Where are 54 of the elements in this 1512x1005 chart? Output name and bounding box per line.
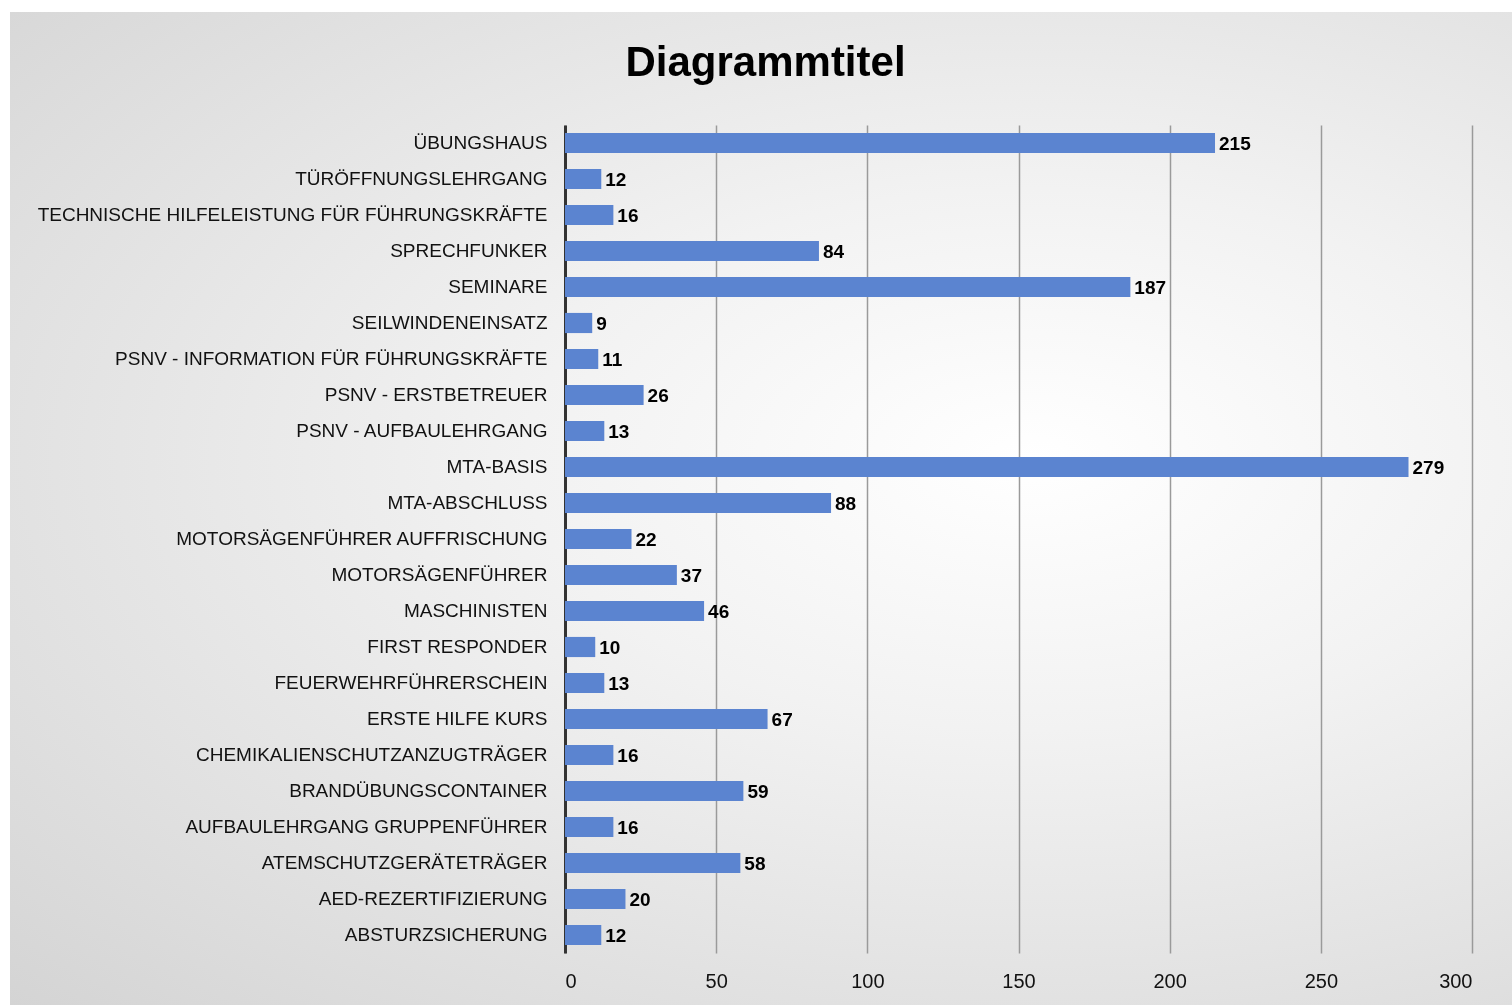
y-tick-label: TÜRÖFFNUNGSLEHRGANG: [295, 168, 548, 189]
x-tick-label: 100: [851, 969, 885, 992]
x-tick-label: 300: [1439, 969, 1473, 992]
data-label: 58: [744, 853, 766, 874]
x-tick-label: 150: [1002, 969, 1036, 992]
y-tick-label: MOTORSÄGENFÜHRER: [331, 564, 548, 585]
y-tick-label: FEUERWEHRFÜHRERSCHEIN: [274, 672, 548, 693]
data-label: 16: [617, 205, 639, 226]
data-label: 13: [608, 673, 630, 694]
y-tick-label: ERSTE HILFE KURS: [366, 708, 548, 729]
y-tick-label: ÜBUNGSHAUS: [413, 132, 548, 153]
y-tick-label: BRANDÜBUNGSCONTAINER: [289, 780, 548, 801]
y-tick-label: CHEMIKALIENSCHUTZANZUGTRÄGER: [195, 744, 548, 765]
data-label: 215: [1219, 133, 1252, 154]
y-tick-label: TECHNISCHE HILFELEISTUNG FÜR FÜHRUNGSKRÄFTE: [37, 204, 548, 225]
y-tick-label: PSNV - INFORMATION FÜR FÜHRUNGSKRÄFTE: [115, 348, 548, 369]
y-tick-label: AED-REZERTIFIZIERUNG: [318, 888, 548, 909]
data-label: 187: [1134, 277, 1167, 298]
data-label: 67: [771, 709, 793, 730]
y-tick-label: FIRST RESPONDER: [367, 636, 548, 657]
y-tick-label: MTA-ABSCHLUSS: [387, 492, 548, 513]
data-label: 16: [617, 817, 639, 838]
data-label: 88: [835, 493, 857, 514]
data-label: 16: [617, 745, 639, 766]
y-tick-label: ATEMSCHUTZGERÄTETRÄGER: [261, 852, 548, 873]
y-tick-label: MASCHINISTEN: [403, 600, 548, 621]
data-label: 46: [708, 601, 730, 622]
y-tick-label: PSNV - AUFBAULEHRGANG: [296, 420, 548, 441]
data-label: 59: [747, 781, 769, 802]
y-tick-label: PSNV - ERSTBETREUER: [324, 384, 548, 405]
x-tick-label: 50: [705, 969, 728, 992]
y-tick-label: SEMINARE: [448, 276, 548, 297]
data-label: 10: [599, 637, 621, 658]
data-label: 84: [822, 241, 845, 262]
data-label: 20: [629, 889, 651, 910]
data-label: 9: [596, 313, 607, 334]
data-label: 12: [605, 169, 627, 190]
x-tick-label: 0: [565, 969, 577, 992]
data-label: 279: [1412, 457, 1445, 478]
y-tick-label: MOTORSÄGENFÜHRER AUFFRISCHUNG: [176, 528, 548, 549]
data-label: 12: [605, 925, 627, 946]
data-label: 22: [635, 529, 657, 550]
y-tick-label: SPRECHFUNKER: [390, 240, 548, 261]
data-label: 11: [602, 349, 623, 370]
data-label: 13: [608, 421, 630, 442]
x-tick-label: 250: [1304, 969, 1339, 992]
chart-title: Diagrammtitel: [625, 38, 906, 85]
data-label: 26: [647, 385, 669, 406]
y-tick-label: MTA-BASIS: [446, 456, 548, 477]
y-tick-label: SEILWINDENEINSATZ: [351, 312, 548, 333]
y-tick-label: ABSTURZSICHERUNG: [344, 924, 548, 945]
y-tick-label: AUFBAULEHRGANG GRUPPENFÜHRER: [185, 816, 548, 837]
x-tick-label: 200: [1153, 969, 1187, 992]
data-label: 37: [680, 565, 702, 586]
